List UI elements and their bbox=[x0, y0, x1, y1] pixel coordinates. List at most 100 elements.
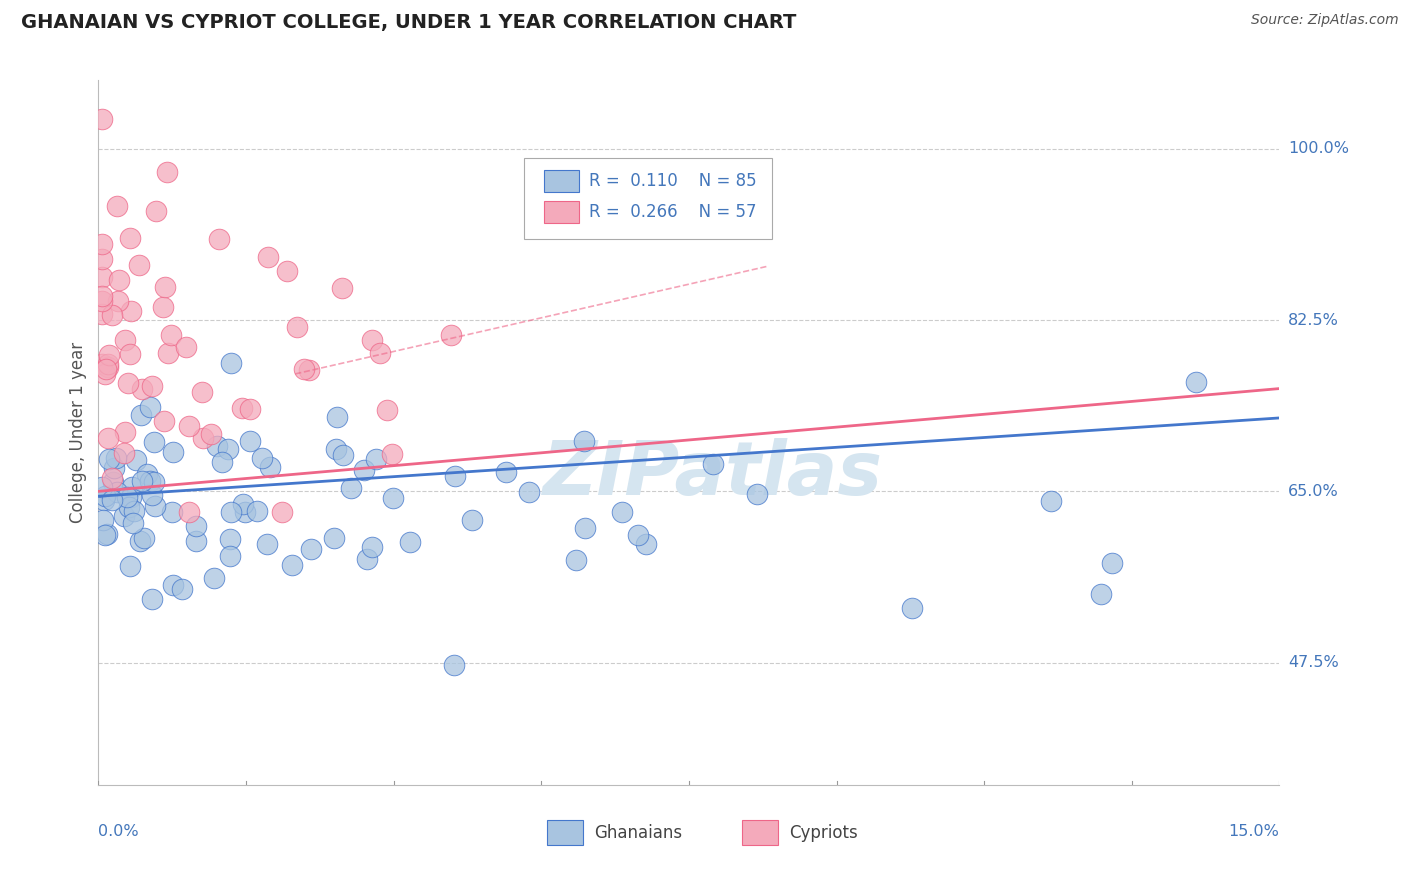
Point bbox=[91, 236, 114, 251]
Point bbox=[120, 491, 142, 505]
Point bbox=[139, 401, 162, 415]
Point bbox=[219, 356, 242, 370]
Point bbox=[91, 480, 114, 494]
Point bbox=[94, 527, 117, 541]
Point bbox=[172, 582, 194, 596]
Point bbox=[745, 487, 768, 501]
Point bbox=[368, 346, 391, 360]
FancyBboxPatch shape bbox=[544, 170, 579, 192]
Point bbox=[205, 439, 228, 453]
Point bbox=[564, 552, 586, 566]
Point bbox=[131, 474, 153, 488]
Point bbox=[399, 535, 422, 549]
Point bbox=[112, 508, 135, 523]
Point bbox=[162, 578, 184, 592]
Point bbox=[440, 327, 463, 342]
Text: 65.0%: 65.0% bbox=[1288, 483, 1339, 499]
Point bbox=[162, 445, 184, 459]
Point bbox=[281, 558, 304, 572]
Point bbox=[257, 250, 280, 264]
Point bbox=[153, 280, 176, 294]
Point bbox=[91, 270, 114, 285]
Point bbox=[356, 552, 378, 566]
Point bbox=[444, 469, 467, 483]
Point bbox=[627, 528, 650, 542]
Point bbox=[141, 592, 163, 607]
Point bbox=[191, 431, 214, 445]
Point bbox=[103, 461, 125, 475]
Point bbox=[91, 252, 114, 267]
Text: Ghanaians: Ghanaians bbox=[595, 824, 682, 842]
Point bbox=[142, 475, 165, 489]
Text: Source: ZipAtlas.com: Source: ZipAtlas.com bbox=[1251, 13, 1399, 28]
Point bbox=[219, 549, 242, 563]
Point bbox=[141, 379, 163, 393]
Point bbox=[125, 453, 148, 467]
Point bbox=[97, 431, 120, 445]
Point bbox=[129, 408, 152, 422]
FancyBboxPatch shape bbox=[544, 202, 579, 223]
Point bbox=[121, 480, 143, 494]
Point bbox=[217, 442, 239, 457]
Point bbox=[105, 199, 128, 213]
Point bbox=[326, 409, 349, 424]
Point bbox=[93, 367, 115, 381]
Point bbox=[105, 484, 128, 499]
Point bbox=[141, 488, 163, 502]
Point bbox=[276, 264, 298, 278]
Point bbox=[93, 489, 115, 503]
Point bbox=[98, 348, 121, 362]
Text: ZIPatlas: ZIPatlas bbox=[543, 438, 883, 511]
Point bbox=[375, 402, 398, 417]
Point bbox=[128, 259, 150, 273]
Point bbox=[443, 657, 465, 672]
Text: 82.5%: 82.5% bbox=[1288, 312, 1339, 327]
Point bbox=[233, 505, 256, 519]
Point bbox=[610, 505, 633, 519]
Point bbox=[98, 451, 121, 466]
Point bbox=[901, 600, 924, 615]
Point bbox=[153, 414, 176, 428]
Point bbox=[97, 357, 120, 371]
Point bbox=[91, 293, 114, 308]
Point bbox=[114, 425, 136, 440]
Text: R =  0.266    N = 57: R = 0.266 N = 57 bbox=[589, 203, 756, 221]
Point bbox=[256, 537, 278, 551]
Point bbox=[353, 463, 375, 477]
Point bbox=[239, 434, 262, 448]
Text: GHANAIAN VS CYPRIOT COLLEGE, UNDER 1 YEAR CORRELATION CHART: GHANAIAN VS CYPRIOT COLLEGE, UNDER 1 YEA… bbox=[21, 13, 796, 32]
Point bbox=[361, 333, 384, 347]
Point bbox=[118, 230, 141, 244]
Point bbox=[177, 418, 200, 433]
Point bbox=[340, 482, 363, 496]
Point bbox=[239, 401, 262, 416]
Point bbox=[517, 485, 540, 500]
Point bbox=[101, 475, 124, 489]
Point bbox=[232, 497, 254, 511]
Point bbox=[115, 490, 138, 504]
Point bbox=[108, 273, 131, 287]
Point bbox=[100, 492, 122, 507]
Point bbox=[250, 450, 273, 465]
Point bbox=[292, 362, 315, 376]
Point bbox=[135, 467, 157, 482]
Point bbox=[143, 500, 166, 514]
Point bbox=[636, 537, 658, 551]
Point bbox=[152, 300, 174, 314]
Point bbox=[117, 376, 139, 391]
Point bbox=[574, 521, 596, 535]
Point bbox=[1101, 556, 1123, 570]
Point bbox=[117, 500, 139, 515]
Point bbox=[1090, 587, 1112, 601]
Text: 15.0%: 15.0% bbox=[1229, 824, 1279, 838]
Point bbox=[246, 504, 269, 518]
Point bbox=[139, 474, 162, 488]
Point bbox=[202, 571, 225, 585]
Point bbox=[122, 516, 145, 530]
Point bbox=[101, 471, 124, 485]
Point bbox=[495, 466, 517, 480]
Point bbox=[702, 457, 724, 471]
Point bbox=[131, 383, 153, 397]
Point bbox=[218, 532, 240, 546]
Point bbox=[91, 289, 114, 303]
